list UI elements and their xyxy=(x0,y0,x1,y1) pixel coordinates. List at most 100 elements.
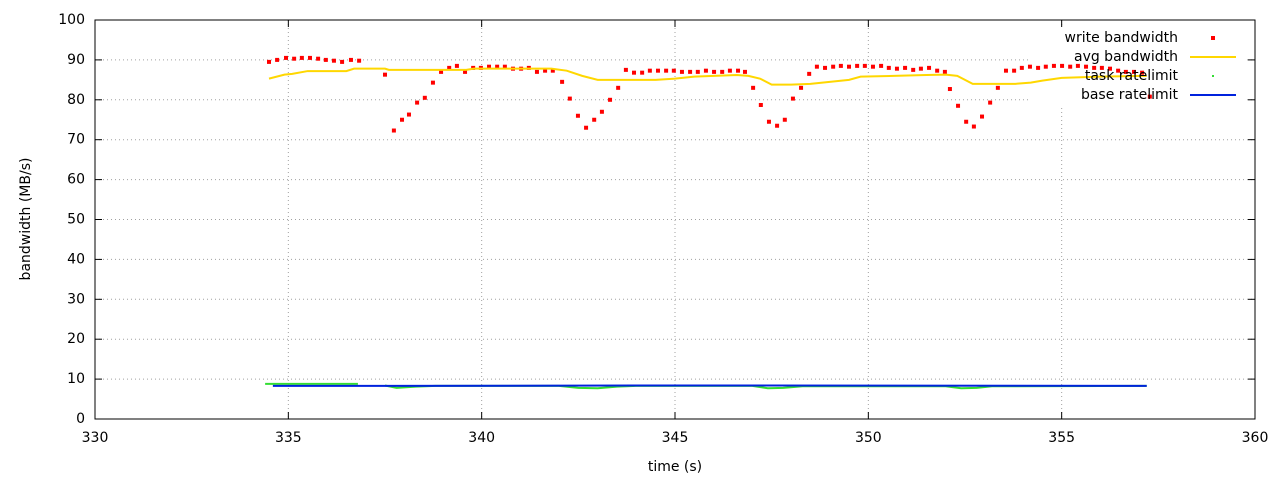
data-point xyxy=(340,60,344,64)
data-point xyxy=(568,97,572,101)
data-point xyxy=(592,118,596,122)
data-point xyxy=(996,86,1000,90)
data-point xyxy=(911,68,915,72)
y-tick-label: 100 xyxy=(58,12,85,28)
data-point xyxy=(308,56,312,60)
data-point xyxy=(616,86,620,90)
data-point xyxy=(956,104,960,108)
data-point xyxy=(775,124,779,128)
data-point xyxy=(759,103,763,107)
legend-label: base ratelimit xyxy=(1081,87,1179,103)
data-point xyxy=(1060,64,1064,68)
data-point xyxy=(664,69,668,73)
data-point xyxy=(431,81,435,85)
legend-label: task ratelimit xyxy=(1085,68,1179,84)
y-tick-label: 40 xyxy=(67,251,85,267)
data-point xyxy=(696,70,700,74)
x-tick-label: 340 xyxy=(468,430,495,446)
y-axis-label: bandwidth (MB/s) xyxy=(18,158,34,281)
data-point xyxy=(823,66,827,70)
y-tick-label: 90 xyxy=(67,52,85,68)
data-point xyxy=(1004,69,1008,73)
data-point xyxy=(988,101,992,105)
y-tick-label: 20 xyxy=(67,331,85,347)
data-point xyxy=(400,118,404,122)
x-tick-label: 350 xyxy=(855,430,882,446)
legend-swatch xyxy=(1212,75,1214,77)
y-tick-label: 60 xyxy=(67,172,85,188)
data-point xyxy=(736,69,740,73)
data-point xyxy=(964,120,968,124)
data-point xyxy=(1052,64,1056,68)
data-point xyxy=(392,129,396,133)
data-point xyxy=(672,69,676,73)
data-point xyxy=(743,70,747,74)
data-point xyxy=(791,97,795,101)
legend-label: avg bandwidth xyxy=(1074,49,1178,65)
data-point xyxy=(927,66,931,70)
data-point xyxy=(267,60,271,64)
data-point xyxy=(751,86,755,90)
legend-swatch xyxy=(1211,36,1215,40)
x-tick-label: 345 xyxy=(662,430,689,446)
x-axis-label: time (s) xyxy=(648,459,702,475)
x-tick-label: 330 xyxy=(82,430,109,446)
data-point xyxy=(332,59,336,63)
data-point xyxy=(799,86,803,90)
y-tick-label: 0 xyxy=(76,411,85,427)
data-point xyxy=(316,57,320,61)
data-point xyxy=(948,87,952,91)
data-point xyxy=(284,56,288,60)
data-point xyxy=(357,59,361,63)
data-point xyxy=(648,69,652,73)
y-tick-label: 80 xyxy=(67,92,85,108)
data-point xyxy=(300,56,304,60)
data-point xyxy=(1036,66,1040,70)
legend-label: write bandwidth xyxy=(1065,30,1178,46)
data-point xyxy=(935,69,939,73)
data-point xyxy=(895,67,899,71)
data-point xyxy=(576,114,580,118)
data-point xyxy=(839,64,843,68)
data-point xyxy=(704,69,708,73)
x-tick-label: 355 xyxy=(1048,430,1075,446)
data-point xyxy=(275,58,279,62)
y-tick-label: 10 xyxy=(67,371,85,387)
data-point xyxy=(903,66,907,70)
data-point xyxy=(324,58,328,62)
data-point xyxy=(680,70,684,74)
data-point xyxy=(887,66,891,70)
data-point xyxy=(847,65,851,69)
data-point xyxy=(600,110,604,114)
y-tick-label: 50 xyxy=(67,212,85,228)
data-point xyxy=(879,64,883,68)
data-point xyxy=(415,101,419,105)
data-point xyxy=(423,96,427,100)
data-point xyxy=(560,80,564,84)
data-point xyxy=(455,64,459,68)
data-point xyxy=(608,98,612,102)
data-point xyxy=(535,70,539,74)
data-point xyxy=(863,64,867,68)
data-point xyxy=(688,70,692,74)
data-point xyxy=(1012,69,1016,73)
data-point xyxy=(712,70,716,74)
data-point xyxy=(383,73,387,77)
x-tick-label: 335 xyxy=(275,430,302,446)
data-point xyxy=(767,120,771,124)
data-point xyxy=(871,65,875,69)
data-point xyxy=(656,69,660,73)
y-tick-label: 30 xyxy=(67,291,85,307)
data-point xyxy=(1028,65,1032,69)
data-point xyxy=(815,65,819,69)
data-point xyxy=(349,58,353,62)
data-point xyxy=(292,57,296,61)
data-point xyxy=(584,126,588,130)
data-point xyxy=(831,65,835,69)
data-point xyxy=(1068,65,1072,69)
data-point xyxy=(720,70,724,74)
data-point xyxy=(980,115,984,119)
data-point xyxy=(632,71,636,75)
data-point xyxy=(972,125,976,129)
